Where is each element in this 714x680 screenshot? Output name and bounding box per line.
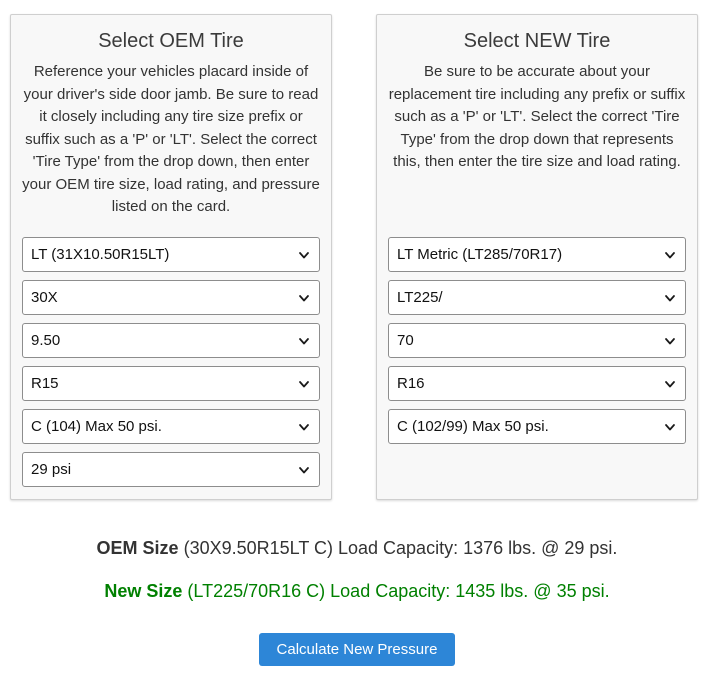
new-tire-type-select[interactable]: LT Metric (LT285/70R17) (388, 237, 686, 272)
new-aspect-select-wrap: 70 (388, 323, 686, 358)
new-rim-select[interactable]: R16 (388, 366, 686, 401)
oem-aspect-select[interactable]: 9.50 (22, 323, 320, 358)
oem-width-select[interactable]: 30X (22, 280, 320, 315)
oem-size-result: OEM Size (30X9.50R15LT C) Load Capacity:… (0, 538, 714, 559)
oem-pressure-select-wrap: 29 psi (22, 452, 320, 487)
new-rim-select-wrap: R16 (388, 366, 686, 401)
oem-tire-type-select-wrap: LT (31X10.50R15LT) (22, 237, 320, 272)
oem-size-label: OEM Size (96, 538, 179, 558)
new-tire-type-select-wrap: LT Metric (LT285/70R17) (388, 237, 686, 272)
oem-load-range-select-wrap: C (104) Max 50 psi. (22, 409, 320, 444)
new-load-range-select[interactable]: C (102/99) Max 50 psi. (388, 409, 686, 444)
new-aspect-select[interactable]: 70 (388, 323, 686, 358)
new-size-result: New Size (LT225/70R16 C) Load Capacity: … (0, 581, 714, 602)
oem-size-detail: (30X9.50R15LT C) Load Capacity: 1376 lbs… (178, 538, 618, 558)
oem-aspect-select-wrap: 9.50 (22, 323, 320, 358)
oem-load-range-select[interactable]: C (104) Max 50 psi. (22, 409, 320, 444)
oem-tire-type-select[interactable]: LT (31X10.50R15LT) (22, 237, 320, 272)
oem-panel-description: Reference your vehicles placard inside o… (22, 63, 320, 215)
new-tire-panel: Select NEW Tire Be sure to be accurate a… (376, 14, 698, 500)
new-load-range-select-wrap: C (102/99) Max 50 psi. (388, 409, 686, 444)
oem-pressure-select[interactable]: 29 psi (22, 452, 320, 487)
new-panel-title: Select NEW Tire (463, 30, 611, 52)
results-section: OEM Size (30X9.50R15LT C) Load Capacity:… (0, 538, 714, 602)
oem-rim-select[interactable]: R15 (22, 366, 320, 401)
new-size-label: New Size (104, 581, 183, 601)
tire-panels: Select OEM Tire Reference your vehicles … (10, 14, 698, 500)
new-width-select[interactable]: LT225/ (388, 280, 686, 315)
new-size-detail: (LT225/70R16 C) Load Capacity: 1435 lbs.… (182, 581, 610, 601)
oem-panel-title: Select OEM Tire (98, 30, 244, 52)
oem-width-select-wrap: 30X (22, 280, 320, 315)
calculate-new-pressure-button[interactable]: Calculate New Pressure (258, 633, 456, 666)
oem-rim-select-wrap: R15 (22, 366, 320, 401)
new-panel-description: Be sure to be accurate about your replac… (388, 63, 686, 170)
button-row: Calculate New Pressure (0, 633, 714, 666)
new-width-select-wrap: LT225/ (388, 280, 686, 315)
oem-tire-panel: Select OEM Tire Reference your vehicles … (10, 14, 332, 500)
